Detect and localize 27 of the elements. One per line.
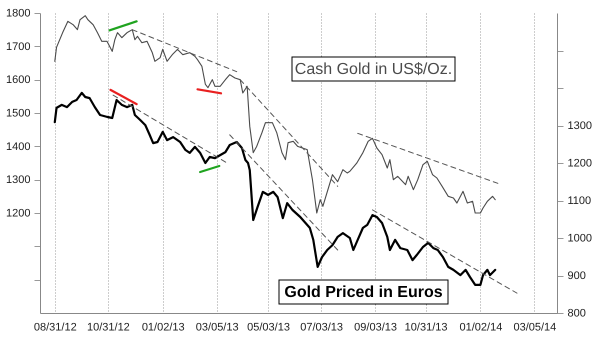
y2-tick-label: 1300: [568, 120, 592, 132]
line-series: [54, 92, 496, 286]
x-tick-label: 01/02/13: [142, 322, 185, 334]
x-tick-label: 10/31/13: [404, 322, 448, 334]
y2-tick-label: 1000: [568, 232, 592, 244]
x-tick-label: 03/05/14: [513, 322, 556, 334]
x-tick-label: 03/05/13: [196, 322, 239, 334]
y-tick-label: 1800: [6, 8, 30, 20]
line-series: [54, 15, 496, 214]
y2-tick-label: 1200: [568, 158, 592, 170]
x-tick-label: 01/02/14: [459, 322, 502, 334]
y-tick-label: 1300: [6, 174, 30, 186]
y-tick-label: 1400: [6, 140, 30, 153]
y-tick-label: 1200: [6, 208, 30, 220]
y2-tick-label: 900: [568, 270, 586, 282]
x-tick-label: 10/31/12: [86, 322, 130, 334]
y-tick-label: 1600: [6, 74, 30, 86]
series-label: Gold Priced in Euros: [284, 284, 443, 301]
x-tick-label: 09/03/13: [354, 322, 398, 334]
y-tick-label: 1700: [6, 40, 30, 53]
text: Cash Gold in US$/Oz.: [294, 61, 452, 78]
y-tick-label: 1500: [6, 108, 30, 120]
x-tick-label: 05/03/13: [247, 322, 290, 334]
x-tick-label: 07/03/13: [300, 322, 344, 334]
y2-tick-label: 800: [568, 308, 586, 320]
y2-tick-label: 1100: [568, 195, 592, 207]
x-tick-label: 08/31/12: [34, 322, 77, 334]
